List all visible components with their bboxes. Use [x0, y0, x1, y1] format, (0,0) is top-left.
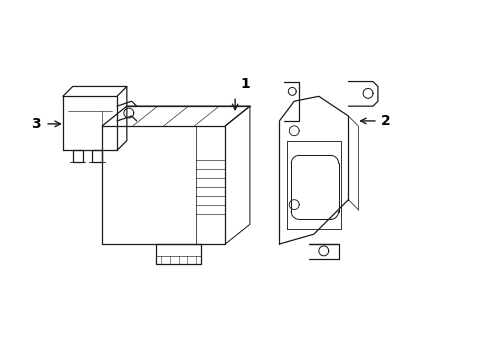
Text: 3: 3: [32, 117, 41, 131]
Text: 2: 2: [380, 114, 390, 128]
Text: 1: 1: [240, 77, 249, 91]
